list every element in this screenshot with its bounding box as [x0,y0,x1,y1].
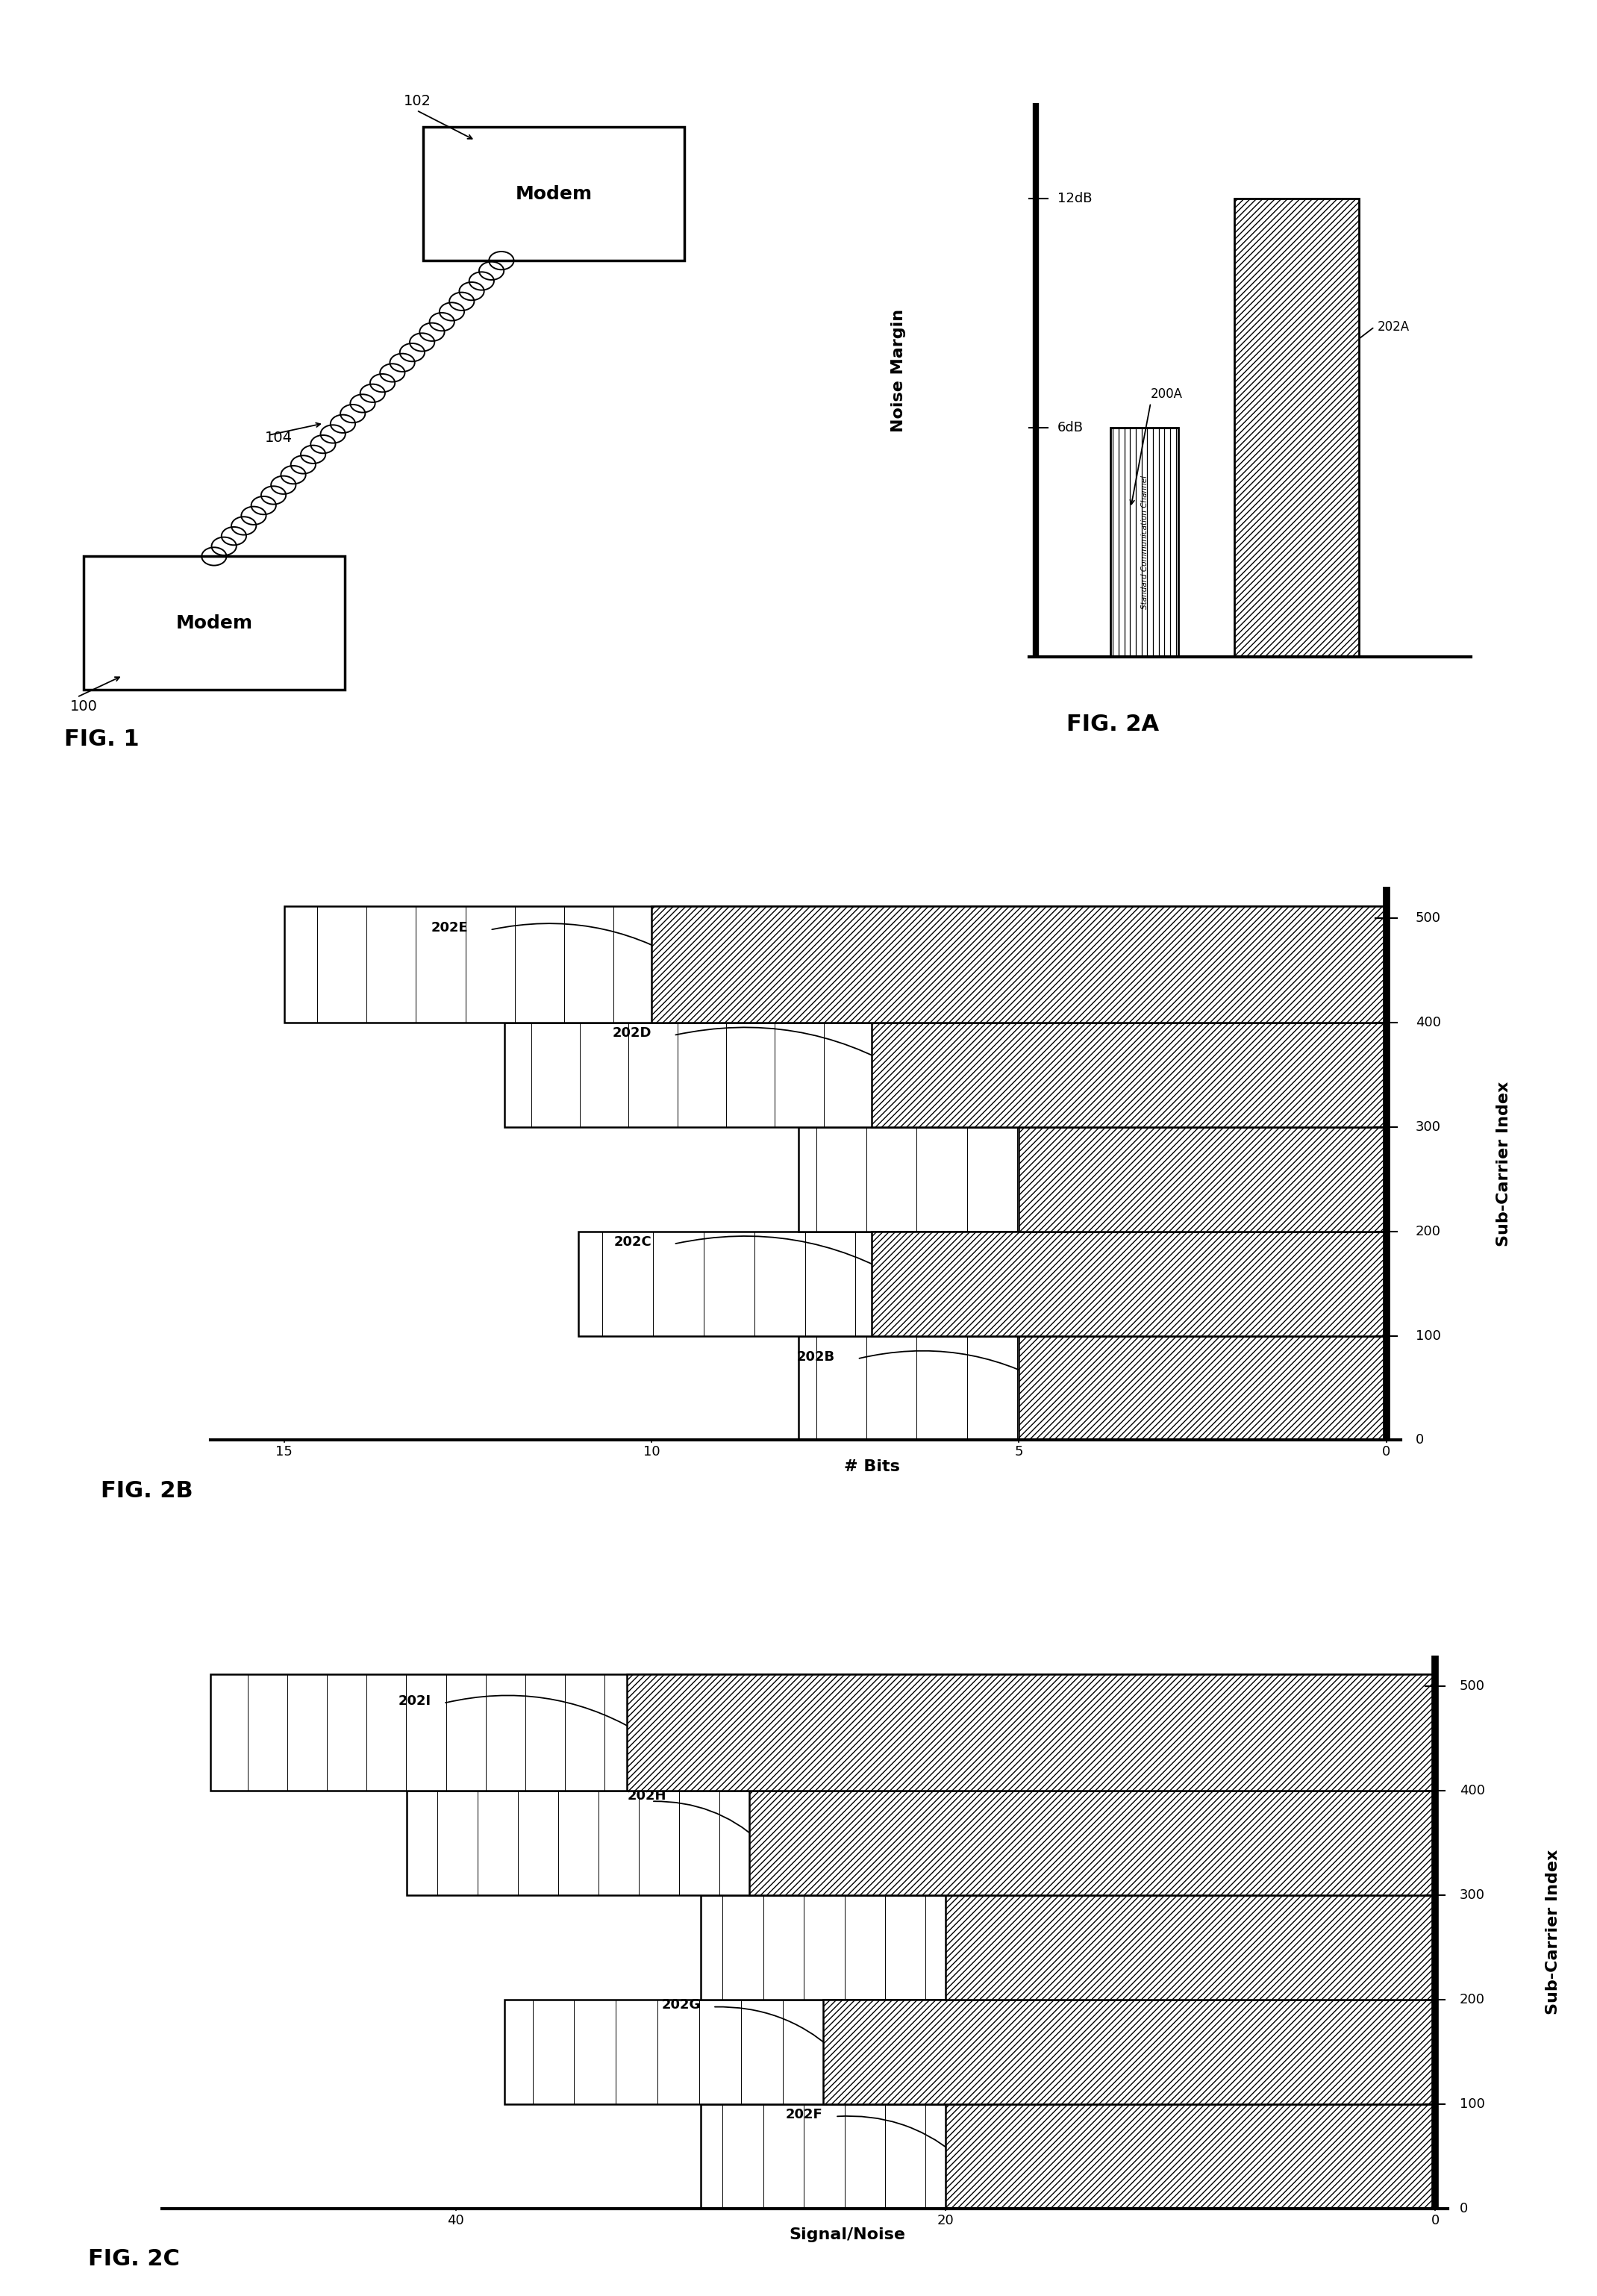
Text: 202F: 202F [786,2108,822,2122]
Bar [1019,1336,1386,1440]
Text: 102: 102 [404,94,431,108]
Bar [822,2000,1436,2103]
Text: Modem: Modem [176,615,252,631]
Text: 10: 10 [644,1446,660,1458]
Text: 202B: 202B [797,1350,835,1364]
Text: FIG. 2B: FIG. 2B [101,1481,193,1502]
Text: 0: 0 [1381,1446,1391,1458]
Bar [872,1231,1386,1336]
Text: 500: 500 [1415,912,1440,925]
Bar [749,1791,1436,1894]
Text: 200A: 200A [1151,388,1183,402]
Text: 40: 40 [447,2213,465,2227]
Text: 202I: 202I [398,1694,431,1708]
Bar [407,1791,1436,1894]
Text: 6dB: 6dB [1057,420,1083,434]
Bar [1110,427,1179,657]
Text: # Bits: # Bits [845,1458,899,1474]
Bar [211,1674,1436,1791]
Text: Noise Margin: Noise Margin [891,308,905,432]
Text: 200: 200 [1460,1993,1485,2007]
Text: 5: 5 [1014,1446,1024,1458]
Text: 500: 500 [1460,1681,1485,1692]
Text: 202D: 202D [612,1026,652,1040]
Bar [423,126,684,262]
Text: 0: 0 [1460,2202,1468,2216]
Text: FIG. 1: FIG. 1 [64,728,139,751]
Bar [505,1022,1386,1127]
Text: Standard Communication Channel: Standard Communication Channel [1294,429,1300,563]
Text: 15: 15 [276,1446,292,1458]
Bar [83,556,345,691]
Text: 100: 100 [1415,1329,1440,1343]
Text: 100: 100 [1460,2096,1485,2110]
Text: 400: 400 [1460,1784,1485,1798]
Text: 300: 300 [1415,1120,1440,1134]
Bar [872,1022,1386,1127]
Text: 104: 104 [265,432,292,445]
Bar [505,2000,1436,2103]
Bar [284,907,1386,1022]
Bar [798,1127,1386,1231]
Text: FIG. 2A: FIG. 2A [1067,714,1159,735]
Bar [945,1894,1436,2000]
Text: 20: 20 [937,2213,953,2227]
Text: 100: 100 [70,700,97,714]
Text: FIG. 2C: FIG. 2C [88,2248,180,2271]
Text: Signal/Noise: Signal/Noise [789,2227,905,2243]
Bar [578,1231,1386,1336]
Text: 202A: 202A [1378,319,1410,333]
Text: Sub-Carrier Index: Sub-Carrier Index [1546,1848,1560,2014]
Bar [798,1336,1386,1440]
Bar [945,2103,1436,2209]
Text: 0: 0 [1415,1433,1425,1446]
Text: 200: 200 [1415,1224,1440,1238]
Text: Sub-Carrier Index: Sub-Carrier Index [1496,1081,1511,1247]
Text: 202G: 202G [661,1998,701,2011]
Text: 202H: 202H [628,1789,666,1802]
Text: 202E: 202E [431,921,468,934]
Text: 0: 0 [1431,2213,1439,2227]
Text: 400: 400 [1415,1017,1440,1029]
Bar [701,2103,1436,2209]
Text: Modem: Modem [516,186,592,202]
Text: Robust Communication Channel: Robust Communication Channel [1294,264,1300,390]
Text: Standard Communication Channel: Standard Communication Channel [1140,475,1148,608]
Bar [1234,197,1359,657]
Bar [628,1674,1436,1791]
Bar [701,1894,1436,2000]
Text: 202C: 202C [613,1235,652,1249]
Text: 300: 300 [1460,1890,1485,1901]
Bar [1019,1127,1386,1231]
Text: 12dB: 12dB [1057,193,1092,204]
Bar [652,907,1386,1022]
